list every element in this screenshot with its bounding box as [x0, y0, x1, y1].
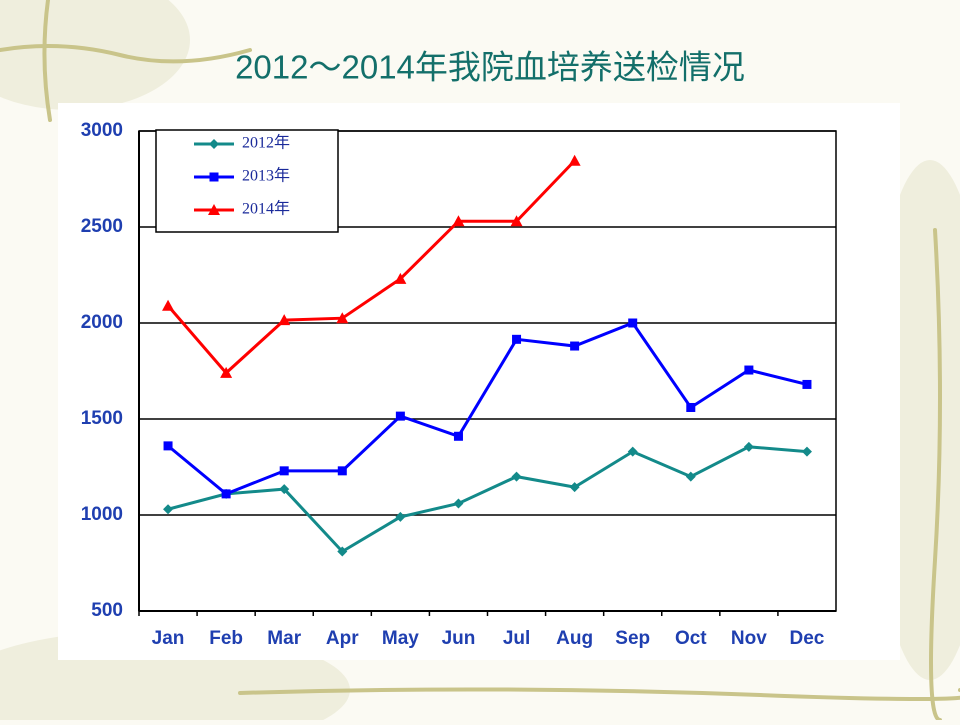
point — [163, 504, 174, 515]
point — [744, 365, 754, 375]
point — [685, 471, 696, 482]
x-tick-label: Sep — [615, 628, 650, 649]
point — [452, 215, 465, 227]
y-tick-label: 3000 — [81, 120, 123, 141]
point — [394, 272, 407, 284]
point — [686, 402, 696, 412]
point — [511, 471, 522, 482]
x-tick-label: Aug — [556, 628, 593, 649]
point — [569, 482, 580, 493]
point — [510, 215, 523, 227]
point — [743, 441, 754, 452]
x-tick-label: May — [382, 628, 419, 649]
point — [278, 314, 291, 326]
x-tick-label: Dec — [790, 628, 825, 649]
y-tick-label: 1000 — [81, 504, 123, 525]
point — [163, 441, 173, 451]
legend-box — [155, 129, 339, 233]
point — [395, 411, 405, 421]
point — [801, 446, 812, 457]
point — [453, 431, 463, 441]
point — [162, 299, 175, 311]
legend-label: 2012年 — [242, 134, 290, 152]
point — [627, 446, 638, 457]
legend-marker — [209, 172, 219, 182]
y-tick-label: 2000 — [81, 312, 123, 333]
series-line — [166, 159, 576, 376]
point — [570, 341, 580, 351]
legend-label: 2013年 — [242, 167, 290, 185]
point — [221, 489, 231, 499]
x-tick-label: Jan — [152, 628, 185, 649]
series-line — [167, 321, 808, 496]
y-tick-label: 500 — [91, 600, 123, 621]
plot: 500 1000 1500 2000 2500 3000 Jan Feb Mar Apr May Ju… — [81, 120, 837, 649]
y-tick-label: 1500 — [81, 408, 123, 429]
legend: 2012年 2013年 2014年 — [155, 129, 339, 233]
legend-marker — [208, 204, 220, 215]
point — [220, 366, 233, 378]
x-tick-label: Nov — [731, 628, 767, 649]
series-line — [167, 445, 808, 554]
point — [279, 466, 289, 476]
x-tick-label: Apr — [326, 628, 359, 649]
point — [395, 511, 406, 522]
x-tick-label: Oct — [675, 628, 707, 649]
x-tick-label: Mar — [267, 628, 301, 649]
x-tick-label: Jul — [503, 628, 530, 649]
x-tick-label: Jun — [442, 628, 476, 649]
point — [628, 318, 638, 328]
point — [568, 154, 581, 166]
point — [337, 466, 347, 476]
point — [279, 484, 290, 495]
point — [512, 334, 522, 344]
point — [337, 546, 348, 557]
legend-marker — [209, 139, 219, 149]
y-tick-label: 2500 — [81, 216, 123, 237]
point — [336, 312, 349, 324]
x-tick-label: Feb — [209, 628, 243, 649]
point — [802, 379, 812, 389]
chart-title: 2012～2014年我院血培养送检情况 — [235, 49, 745, 86]
legend-label: 2014年 — [242, 200, 290, 218]
point — [453, 498, 464, 509]
